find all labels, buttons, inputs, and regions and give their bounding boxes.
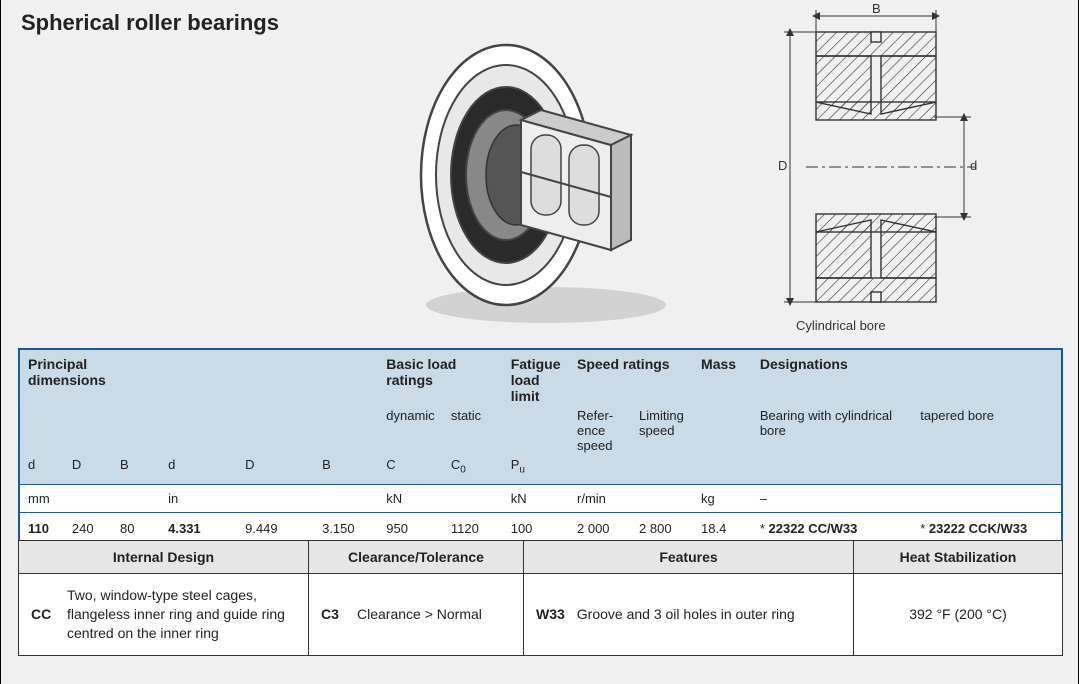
unit-in: in [160, 484, 378, 512]
hdr-fatigue: Fatigueloadlimit [503, 349, 569, 408]
hdr-static: static [443, 408, 503, 455]
col-C0: C0 [443, 455, 503, 484]
hdr-speed: Speed ratings [569, 349, 693, 408]
unit-dash: – [752, 484, 1062, 512]
hdr-mass: Mass [693, 349, 752, 408]
hdr-designations: Designations [752, 349, 1062, 408]
detail-header-row: Internal Design Clearance/Tolerance Feat… [19, 541, 1063, 574]
hdr-dynamic: dynamic [378, 408, 443, 455]
col-d-mm: d [19, 455, 64, 484]
dh-heat: Heat Stabilization [854, 541, 1063, 574]
hdr-principal-dimensions: Principal dimensions [19, 349, 160, 408]
col-D-mm: D [64, 455, 112, 484]
spec-header-row-2: dynamic static Refer-encespeed Limitings… [19, 408, 1062, 455]
dim-label-d: d [970, 158, 977, 173]
hdr-desig-sub2: tapered bore [912, 408, 1062, 455]
spec-units-row: mm in kN kN r/min kg – [19, 484, 1062, 512]
dim-label-b: B [872, 2, 881, 16]
spec-header-row-3: d D B d D B C C0 Pu [19, 455, 1062, 484]
col-d-in: d [160, 455, 237, 484]
col-B-mm: B [112, 455, 160, 484]
detail-clearance: C3 Clearance > Normal [309, 574, 524, 656]
detail-internal: CC Two, window-type steel cages, flangel… [19, 574, 309, 656]
col-Pu: Pu [503, 455, 569, 484]
unit-mm: mm [19, 484, 160, 512]
unit-kN: kN [378, 484, 502, 512]
hdr-desig-sub1: Bearing with cylindrical bore [752, 408, 912, 455]
dim-label-D: D [778, 158, 787, 173]
bearing-3d-illustration [416, 30, 676, 330]
unit-rmin: r/min [569, 484, 693, 512]
col-C: C [378, 455, 443, 484]
spec-header-row-1: Principal dimensions Basic load ratings … [19, 349, 1062, 408]
detail-features: W33 Groove and 3 oil holes in outer ring [524, 574, 854, 656]
col-D-in: D [237, 455, 314, 484]
unit-kg: kg [693, 484, 752, 512]
detail-table: Internal Design Clearance/Tolerance Feat… [18, 540, 1063, 656]
hdr-ref-speed: Refer-encespeed [569, 408, 631, 455]
unit-kN2: kN [503, 484, 569, 512]
dh-features: Features [524, 541, 854, 574]
diagram-caption: Cylindrical bore [796, 318, 886, 333]
hdr-basic-load: Basic load ratings [378, 349, 502, 408]
dh-clearance: Clearance/Tolerance [309, 541, 524, 574]
spec-table: Principal dimensions Basic load ratings … [18, 348, 1063, 546]
bearing-cross-section: B D d [776, 2, 1056, 312]
hdr-lim-speed: Limitingspeed [631, 408, 693, 455]
dh-internal: Internal Design [19, 541, 309, 574]
col-B-in: B [314, 455, 378, 484]
detail-heat: 392 °F (200 °C) [854, 574, 1063, 656]
page-title: Spherical roller bearings [21, 10, 279, 36]
detail-data-row: CC Two, window-type steel cages, flangel… [19, 574, 1063, 656]
